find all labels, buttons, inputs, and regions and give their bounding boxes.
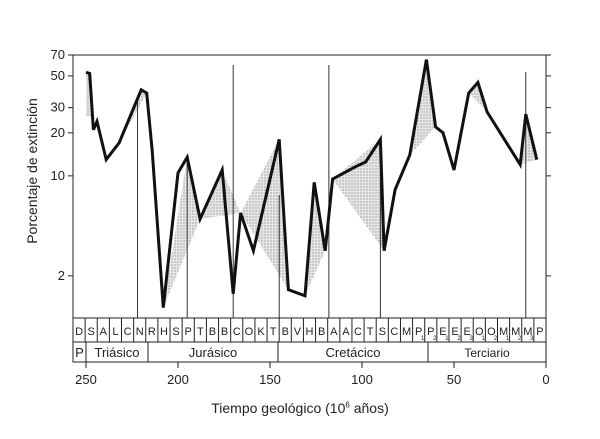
stage-label: P [415,326,422,338]
stage-label: H [306,326,314,338]
stage-label: V [294,326,302,338]
stage-label: A [100,326,108,338]
stage-label: H [160,326,168,338]
period-label: Jurásico [189,345,237,360]
y-tick-label: 70 [51,47,65,62]
peak-shading [332,139,385,251]
y-axis-title-wrap: Porcentaje de extinción [22,68,42,278]
y-tick-label: 30 [51,100,65,115]
stage-label: N [136,326,144,338]
x-axis-title-exponent: 6 [345,400,350,410]
stage-subscript: 2 [494,336,498,342]
x-tick-label: 50 [447,372,461,387]
stage-label: M [402,326,411,338]
boundary-lines-layer [137,65,527,318]
x-tick-label: 0 [542,372,549,387]
peak-shading [305,182,326,296]
stage-subscript: 3 [530,336,534,342]
y-tick-label: 50 [51,68,65,83]
y-tick-label: 20 [51,125,65,140]
stage-label: O [245,326,254,338]
x-tick-label: 100 [351,372,373,387]
stage-label: A [330,326,338,338]
stage-label: K [257,326,265,338]
stage-label: S [379,326,386,338]
x-tick-label: 200 [167,372,189,387]
stage-label: D [75,326,83,338]
stage-subscript: 3 [469,336,473,342]
period-label: Terciario [464,346,510,360]
stage-subscript: 1 [445,336,449,342]
period-label: P [75,345,84,360]
stage-label: S [88,326,95,338]
y-tick-label: 2 [58,268,65,283]
stage-label: M [511,326,520,338]
stage-label: O [475,326,484,338]
stage-subscript: 1 [506,336,510,342]
x-axis-ticks: 250 200 150 100 50 0 [75,362,550,387]
x-tick-label: 250 [75,372,97,387]
stage-label: P [185,326,192,338]
stage-label: R [148,326,156,338]
stage-label: B [221,326,228,338]
stage-label: C [354,326,362,338]
stage-label: C [124,326,132,338]
stage-subscript: 2 [518,336,522,342]
timescale-frame [72,317,547,363]
stage-label: T [197,326,204,338]
x-tick-label: 150 [259,372,281,387]
stage-label: T [270,326,277,338]
stage-subscript: 1 [421,336,425,342]
x-axis-title-unit: años) [349,400,389,416]
series-line-layer [85,59,539,308]
peak-shading [520,114,537,165]
stage-label: C [390,326,398,338]
stage-subscript: 2 [433,336,437,342]
stage-subscript: 1 [482,336,486,342]
stage-label: P [536,326,543,338]
stage-label: P [427,326,434,338]
stage-label: S [172,326,179,338]
stage-label: L [112,326,118,338]
stage-label: C [233,326,241,338]
y-axis-title: Porcentaje de extinción [24,98,40,244]
stage-label: B [318,326,325,338]
stage-label: E [463,326,470,338]
period-label: Triásico [94,345,139,360]
stage-subscript: 2 [457,336,461,342]
stage-label: E [439,326,446,338]
stage-label: A [342,326,350,338]
peak-shading [200,170,241,219]
stage-label: O [487,326,496,338]
x-axis-title: Tiempo geológico (106 años) [150,400,450,416]
period-label: Cretácico [326,345,381,360]
x-axis-title-text: Tiempo geológico (10 [211,400,346,416]
stage-label: E [451,326,458,338]
peak-shading [240,139,289,290]
geologic-timescale-strip: D S A L C N R H S P T B B C O K T B V H B A A C T S C M P1P2E1E2E3O1… [72,317,547,363]
axes-layer: 2 10 20 30 50 70 [51,47,551,319]
stage-label: M [499,326,508,338]
stage-label: B [282,326,289,338]
y-tick-label: 10 [51,168,65,183]
stage-label: M [523,326,532,338]
extinction-rate-line [85,59,539,308]
stage-label: T [367,326,374,338]
stage-label: B [209,326,216,338]
peak-shading [163,157,201,308]
